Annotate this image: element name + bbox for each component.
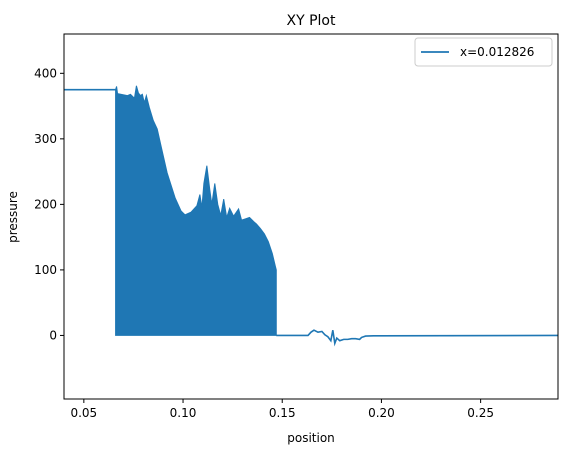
y-tick-label: 400: [34, 66, 57, 80]
legend-label: x=0.012826: [460, 45, 534, 59]
y-tick-label: 200: [34, 197, 57, 211]
series-layer: [64, 85, 558, 347]
x-tick-label: 0.10: [170, 406, 197, 420]
series-downstream-line: [276, 329, 558, 347]
x-tick-label: 0.25: [467, 406, 494, 420]
x-tick-label: 0.05: [70, 406, 97, 420]
x-axis-label: position: [287, 431, 335, 445]
y-axis-label: pressure: [6, 191, 20, 243]
y-tick-label: 0: [49, 328, 57, 342]
axes-frame: [63, 33, 559, 400]
legend: x=0.012826: [414, 37, 553, 67]
x-tick-label: 0.20: [368, 406, 395, 420]
x-axis: 0.05 0.10 0.15 0.20 0.25: [70, 399, 494, 420]
legend-box: [414, 37, 553, 67]
series-oscillation-band: [115, 85, 277, 336]
y-axis: 0 100 200 300 400: [34, 66, 64, 342]
x-tick-label: 0.15: [269, 406, 296, 420]
chart-title: XY Plot: [287, 13, 336, 29]
y-tick-label: 300: [34, 132, 57, 146]
y-tick-label: 100: [34, 263, 57, 277]
